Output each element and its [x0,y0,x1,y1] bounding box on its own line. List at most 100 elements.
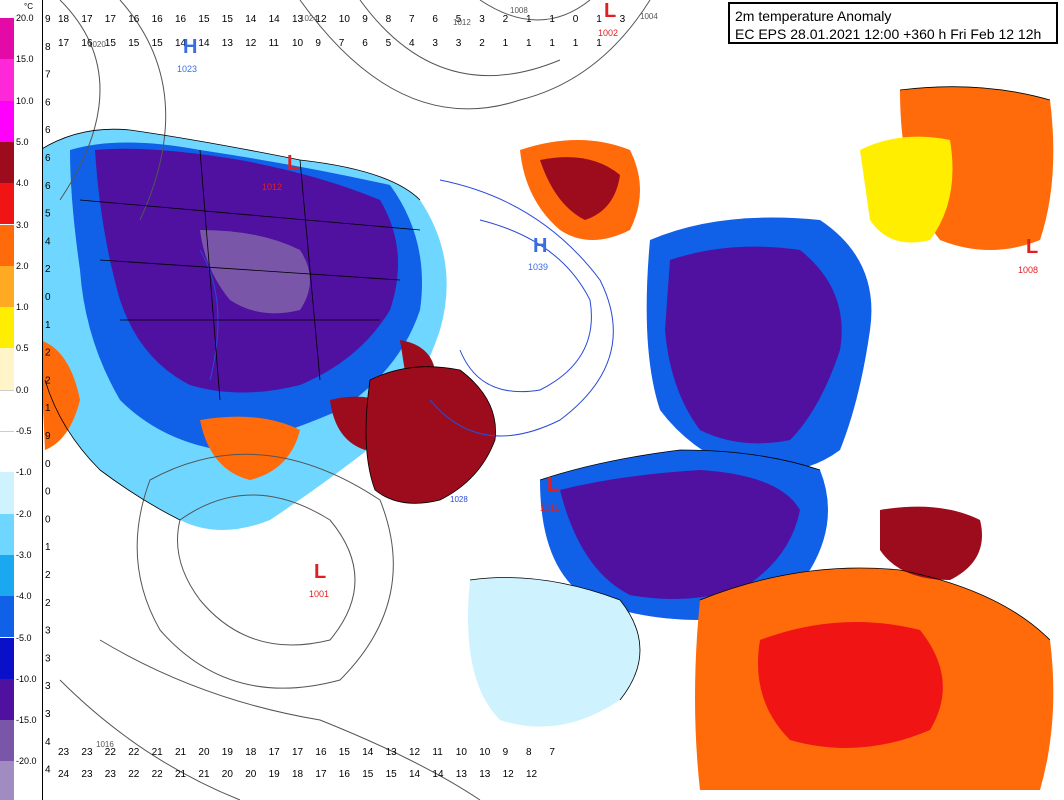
legend-label: 3.0 [16,219,29,230]
grid-value: 15 [339,747,351,758]
pressure-center-high-2: H [533,235,548,257]
legend-label: 0.0 [16,384,29,395]
grid-value-left: 4 [45,737,51,748]
grid-value: 23 [81,769,93,780]
pressure-center-low-1-value: 1002 [598,28,619,38]
grid-value: 15 [128,38,140,49]
grid-value-left: 5 [45,209,51,220]
grid-value: 14 [409,769,421,780]
isobar-label: 1028 [450,495,468,504]
grid-value: 1 [596,38,602,49]
grid-value: 13 [479,769,491,780]
legend-unit: °C [24,2,33,11]
legend-swatch [0,224,14,266]
legend-swatch [0,720,14,762]
grid-value-left: 4 [45,765,51,776]
grid-value: 1 [549,38,555,49]
legend-label: 4.0 [16,178,29,189]
isobar-label: 1012 [453,18,471,27]
grid-value: 12 [526,769,538,780]
grid-value: 7 [549,747,555,758]
legend-swatch [0,554,14,597]
legend-swatch [0,183,14,225]
grid-value: 11 [432,747,443,758]
pressure-center-high-1: H [183,36,198,58]
legend-label: 10.0 [16,95,34,106]
legend-swatch [0,389,14,432]
grid-value: 21 [198,769,210,780]
east-asia-warm-yellow [860,136,953,243]
legend-swatch [0,100,14,142]
arabia-warm-core [880,506,982,580]
grid-value-left: 9 [45,431,51,442]
pressure-center-low-2: L [287,152,300,174]
legend-label: 2.0 [16,260,29,271]
grid-value: 7 [409,14,415,25]
pressure-center-low-5-value: 1008 [1018,265,1039,275]
grid-value: 22 [128,747,140,758]
grid-value: 15 [198,14,210,25]
grid-value-left: 3 [45,653,51,664]
grid-value: 10 [479,747,491,758]
grid-value: 3 [620,14,626,25]
legend-label: -10.0 [16,673,37,684]
grid-value-left: 2 [45,264,51,275]
grid-value: 10 [339,14,351,25]
pressure-center-low-5: L [1026,236,1039,258]
grid-value: 6 [432,14,438,25]
grid-value: 17 [58,38,70,49]
chart-title: 2m temperature Anomaly [735,8,892,24]
eurasia-anomaly-purple [560,470,800,599]
grid-value: 19 [269,769,281,780]
grid-value: 12 [503,769,515,780]
grid-value: 14 [245,14,257,25]
west-coast-warm [40,340,80,450]
chart-title-box: 2m temperature Anomaly EC EPS 28.01.2021… [728,2,1058,44]
grid-value: 4 [409,38,415,49]
grid-value-left: 2 [45,348,51,359]
grid-value-left: 0 [45,459,51,470]
legend-label: 15.0 [16,54,34,65]
legend-label: 20.0 [16,13,34,23]
grid-value: 1 [549,14,555,25]
grid-value: 3 [432,38,438,49]
isobar-label: 1004 [640,12,658,21]
grid-value-left: 6 [45,153,51,164]
grid-value: 22 [128,769,140,780]
land-borders [39,86,1051,701]
grid-value: 15 [105,38,117,49]
grid-value: 12 [245,38,257,49]
grid-value: 23 [81,747,93,758]
legend-swatch [0,637,14,679]
legend-swatch [0,761,14,800]
legend-label: 0.5 [16,343,29,354]
legend-swatch [0,18,14,60]
legend-label: -4.0 [16,591,32,602]
grid-value-left: 0 [45,514,51,525]
grid-value: 5 [386,38,392,49]
grid-value: 1 [526,38,532,49]
grid-value: 10 [456,747,468,758]
legend-swatch [0,59,14,101]
grid-value: 20 [245,769,257,780]
grid-value: 18 [292,769,304,780]
pressure-center-low-1: L [604,0,617,22]
grid-value: 8 [386,14,392,25]
legend-label: 5.0 [16,136,29,147]
grid-value-left: 9 [45,14,51,25]
grid-value: 3 [456,38,462,49]
grid-value: 5 [456,14,462,25]
legend-label: -1.0 [16,467,32,478]
grid-value: 3 [479,14,485,25]
north-america-anomaly-deep [200,230,310,314]
grid-value: 23 [105,769,117,780]
legend-swatch [0,678,14,721]
grid-value-left: 1 [45,542,51,553]
grid-value: 7 [339,38,345,49]
grid-value: 17 [292,747,304,758]
legend-label: -2.0 [16,508,32,519]
legend-label: -0.5 [16,426,32,436]
europe-anomaly-light [468,577,640,727]
